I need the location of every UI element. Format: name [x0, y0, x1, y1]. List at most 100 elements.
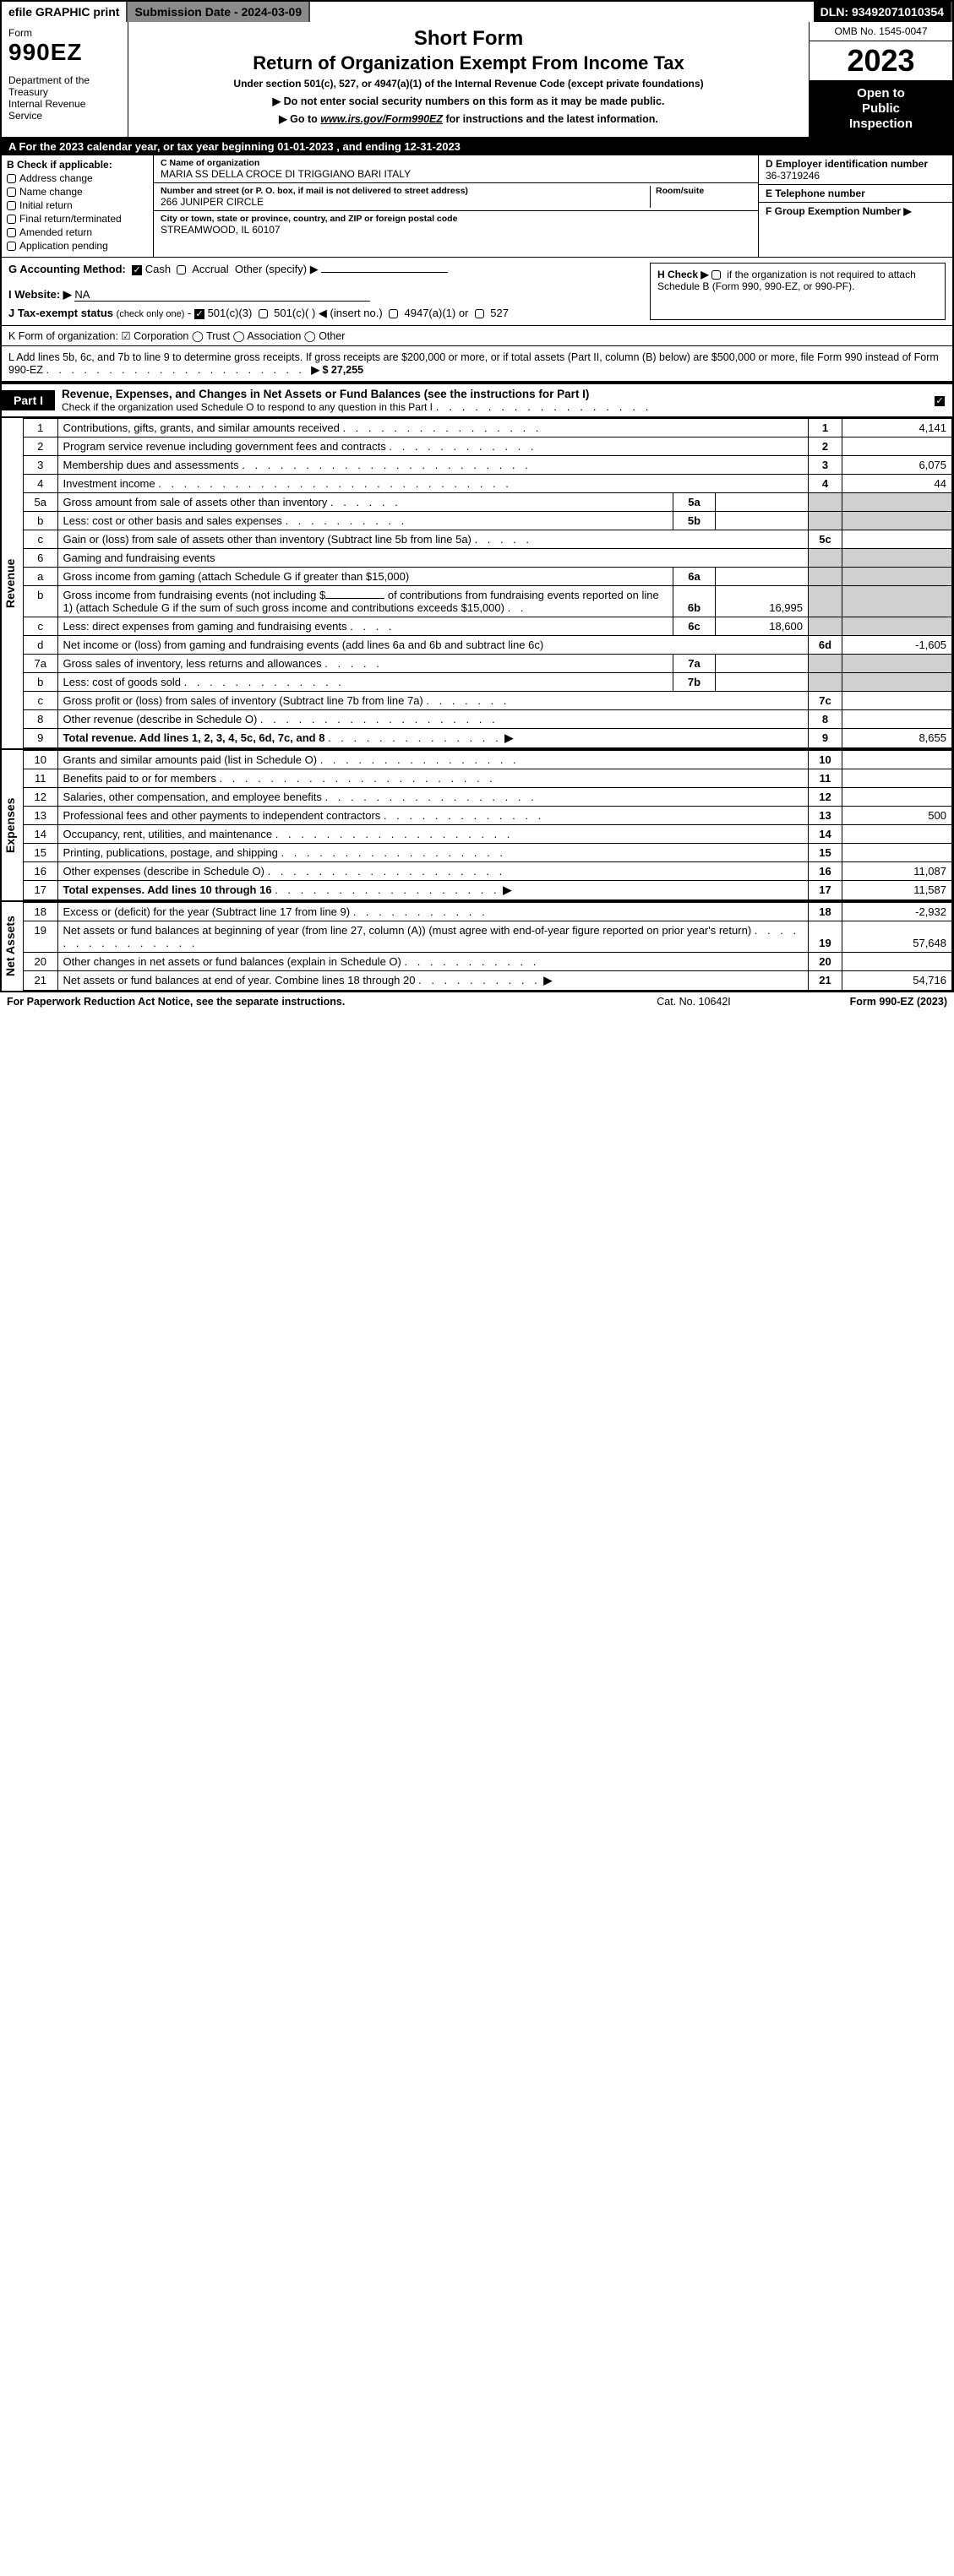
amt-13: 500 [842, 807, 952, 825]
row-14: 14Occupancy, rent, utilities, and mainte… [24, 825, 952, 844]
row-16: 16Other expenses (describe in Schedule O… [24, 862, 952, 881]
row-11: 11Benefits paid to or for members . . . … [24, 769, 952, 788]
amt-4: 44 [842, 475, 952, 493]
amt-2 [842, 437, 952, 456]
short-form-title: Short Form [135, 27, 802, 51]
chk-501c[interactable] [259, 309, 268, 318]
row-13: 13Professional fees and other payments t… [24, 807, 952, 825]
amt-6b: 16,995 [716, 586, 809, 617]
tab-net-assets: Net Assets [2, 902, 19, 991]
efile-label: efile GRAPHIC print [2, 2, 128, 22]
expenses-table: 10Grants and similar amounts paid (list … [24, 750, 952, 900]
row-7a: 7aGross sales of inventory, less returns… [24, 655, 952, 673]
line-l: L Add lines 5b, 6c, and 7b to line 9 to … [2, 346, 952, 383]
org-street: 266 JUNIPER CIRCLE [161, 196, 650, 208]
row-19: 19Net assets or fund balances at beginni… [24, 921, 952, 953]
row-20: 20Other changes in net assets or fund ba… [24, 953, 952, 971]
block-h: H Check ▶ if the organization is not req… [650, 263, 946, 320]
ein-value: 36-3719246 [766, 170, 946, 182]
amt-6c: 18,600 [716, 617, 809, 636]
line-k: K Form of organization: ☑ Corporation ◯ … [2, 326, 952, 346]
website-value: NA [74, 288, 370, 302]
block-g-left: G Accounting Method: ✓ Cash Accrual Othe… [8, 263, 650, 320]
chk-cash[interactable]: ✓ [132, 265, 142, 275]
tab-expenses: Expenses [2, 750, 19, 900]
chk-schedule-o[interactable]: ✓ [935, 396, 945, 406]
row-18: 18Excess or (deficit) for the year (Subt… [24, 903, 952, 921]
row-12: 12Salaries, other compensation, and empl… [24, 788, 952, 807]
row-9: 9Total revenue. Add lines 1, 2, 3, 4, 5c… [24, 729, 952, 748]
header-center: Short Form Return of Organization Exempt… [128, 22, 809, 137]
instr-goto: ▶ Go to www.irs.gov/Form990EZ for instru… [135, 112, 802, 125]
block-gh: G Accounting Method: ✓ Cash Accrual Othe… [2, 258, 952, 326]
amt-16: 11,087 [842, 862, 952, 881]
dept-label: Department of the Treasury [8, 74, 121, 98]
tab-revenue: Revenue [2, 418, 19, 748]
row-5c: cGain or (loss) from sale of assets othe… [24, 530, 952, 549]
chk-4947[interactable] [389, 309, 398, 318]
irs-link[interactable]: www.irs.gov/Form990EZ [320, 113, 443, 125]
form-header: Form 990EZ Department of the Treasury In… [2, 22, 952, 138]
expenses-section: Expenses 10Grants and similar amounts pa… [2, 748, 952, 900]
footer-notice: For Paperwork Reduction Act Notice, see … [7, 996, 609, 1008]
chk-501c3[interactable]: ✓ [194, 309, 204, 319]
amt-19: 57,648 [842, 921, 952, 953]
form-word: Form [8, 27, 121, 39]
chk-final-return[interactable] [7, 215, 16, 224]
chk-application-pending[interactable] [7, 242, 16, 251]
amt-1: 4,141 [842, 419, 952, 437]
row-2: 2Program service revenue including gover… [24, 437, 952, 456]
irs-label: Internal Revenue Service [8, 98, 121, 122]
row-15: 15Printing, publications, postage, and s… [24, 844, 952, 862]
footer-cat: Cat. No. 10642I [609, 996, 778, 1008]
row-6d: dNet income or (loss) from gaming and fu… [24, 636, 952, 655]
chk-name-change[interactable] [7, 187, 16, 197]
amt-18: -2,932 [842, 903, 952, 921]
top-bar: efile GRAPHIC print Submission Date - 20… [2, 2, 952, 22]
amt-21: 54,716 [842, 971, 952, 991]
part1-header: Part I Revenue, Expenses, and Changes in… [2, 383, 952, 418]
row-8: 8Other revenue (describe in Schedule O) … [24, 710, 952, 729]
chk-amended-return[interactable] [7, 228, 16, 237]
chk-address-change[interactable] [7, 174, 16, 183]
header-left: Form 990EZ Department of the Treasury In… [2, 22, 128, 137]
header-right: OMB No. 1545-0047 2023 Open to Public In… [809, 22, 952, 137]
row-1: 1Contributions, gifts, grants, and simil… [24, 419, 952, 437]
amt-6d: -1,605 [842, 636, 952, 655]
amt-17: 11,587 [842, 881, 952, 900]
dln-label: DLN: 93492071010354 [814, 2, 952, 22]
revenue-section: Revenue 1Contributions, gifts, grants, a… [2, 418, 952, 748]
box-b: B Check if applicable: Address change Na… [2, 155, 154, 257]
part1-title: Revenue, Expenses, and Changes in Net As… [55, 384, 927, 416]
row-5a: 5aGross amount from sale of assets other… [24, 493, 952, 512]
form-number: 990EZ [8, 39, 121, 66]
box-def: D Employer identification number 36-3719… [758, 155, 952, 257]
chk-accrual[interactable] [177, 265, 186, 274]
chk-527[interactable] [475, 309, 484, 318]
row-7c: cGross profit or (loss) from sales of in… [24, 692, 952, 710]
part1-label: Part I [2, 390, 55, 410]
amt-9: 8,655 [842, 729, 952, 748]
row-6a: aGross income from gaming (attach Schedu… [24, 568, 952, 586]
period-row: A For the 2023 calendar year, or tax yea… [2, 138, 952, 155]
chk-schedule-b[interactable] [711, 270, 721, 280]
page-footer: For Paperwork Reduction Act Notice, see … [0, 992, 954, 1011]
net-assets-table: 18Excess or (deficit) for the year (Subt… [24, 902, 952, 991]
fundraising-blank[interactable] [325, 598, 384, 599]
omb-number: OMB No. 1545-0047 [810, 22, 952, 41]
submission-date: Submission Date - 2024-03-09 [128, 2, 310, 22]
row-10: 10Grants and similar amounts paid (list … [24, 751, 952, 769]
footer-form-ref: Form 990-EZ (2023) [778, 996, 947, 1008]
chk-initial-return[interactable] [7, 201, 16, 210]
box-c: C Name of organization MARIA SS DELLA CR… [154, 155, 758, 257]
row-6b: bGross income from fundraising events (n… [24, 586, 952, 617]
return-title: Return of Organization Exempt From Incom… [135, 52, 802, 74]
other-specify-input[interactable] [321, 272, 448, 273]
amt-3: 6,075 [842, 456, 952, 475]
net-assets-section: Net Assets 18Excess or (deficit) for the… [2, 900, 952, 991]
instr-ssn: ▶ Do not enter social security numbers o… [135, 95, 802, 107]
section-bcd: B Check if applicable: Address change Na… [2, 155, 952, 258]
row-7b: bLess: cost of goods sold . . . . . . . … [24, 673, 952, 692]
subtitle: Under section 501(c), 527, or 4947(a)(1)… [135, 78, 802, 90]
box-b-header: B Check if applicable: [7, 159, 148, 171]
